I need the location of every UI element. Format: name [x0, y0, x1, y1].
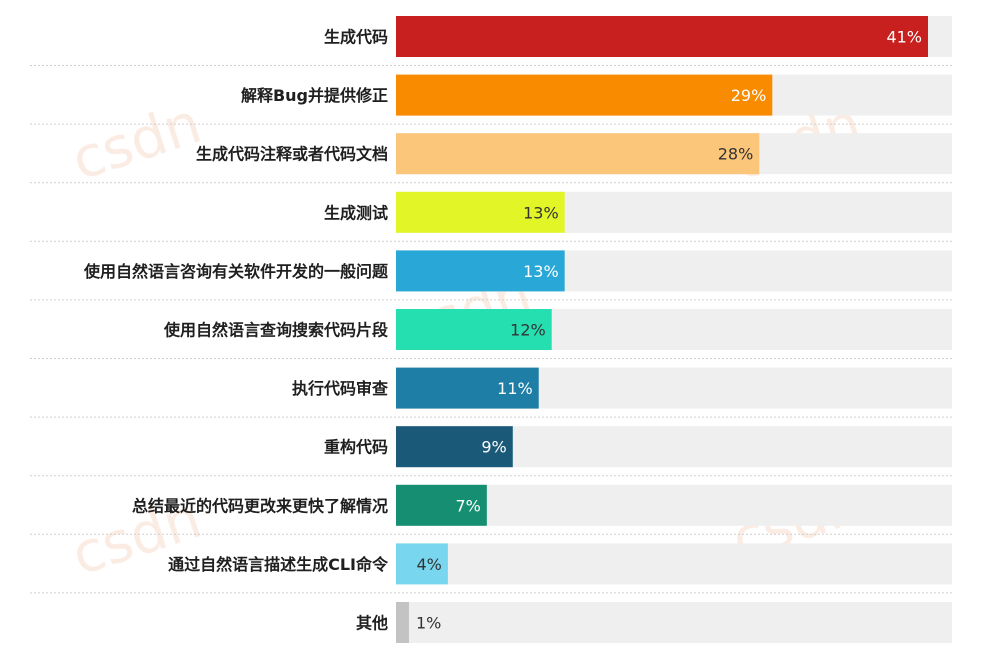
- bar-track: [396, 484, 952, 526]
- value-label: 11%: [497, 379, 533, 398]
- category-label: 生成代码: [324, 28, 388, 47]
- bar-rows: 生成代码 41% 解释Bug并提供修正 29% 生成代码注释或者代码文档 28% 生成测试 1…: [30, 16, 952, 643]
- value-label: 41%: [886, 28, 922, 47]
- value-label: 4%: [417, 555, 442, 574]
- category-label: 其他: [356, 614, 388, 633]
- category-label: 使用自然语言查询搜索代码片段: [163, 321, 389, 340]
- bar: [396, 309, 552, 350]
- value-label: 13%: [523, 203, 559, 222]
- bar: [396, 133, 760, 175]
- value-label: 7%: [455, 496, 480, 515]
- category-label: 总结最近的代码更改来更快了解情况: [132, 496, 388, 515]
- bar: [396, 74, 773, 116]
- value-label: 1%: [416, 614, 441, 633]
- value-label: 28%: [718, 145, 754, 164]
- bar: [396, 16, 928, 57]
- bar: [396, 543, 448, 585]
- category-label: 通过自然语言描述生成CLI命令: [168, 555, 389, 574]
- bar: [396, 367, 539, 409]
- value-label: 13%: [523, 262, 559, 281]
- category-label: 生成代码注释或者代码文档: [196, 145, 388, 164]
- bar-track: [396, 602, 952, 643]
- bar: [396, 426, 513, 468]
- csdn-watermark: csdn: [64, 91, 209, 193]
- bar: [396, 602, 409, 643]
- value-label: 9%: [481, 438, 506, 457]
- value-label: 29%: [731, 86, 767, 105]
- bar-track: [396, 543, 952, 585]
- bar: [396, 484, 487, 526]
- category-label: 生成测试: [324, 203, 388, 222]
- category-label: 重构代码: [324, 438, 388, 457]
- value-label: 12%: [510, 321, 546, 340]
- bar: [396, 250, 565, 292]
- category-label: 解释Bug并提供修正: [241, 86, 388, 105]
- bar: [396, 191, 565, 233]
- category-label: 使用自然语言咨询有关软件开发的一般问题: [83, 262, 389, 281]
- category-label: 执行代码审查: [292, 379, 388, 398]
